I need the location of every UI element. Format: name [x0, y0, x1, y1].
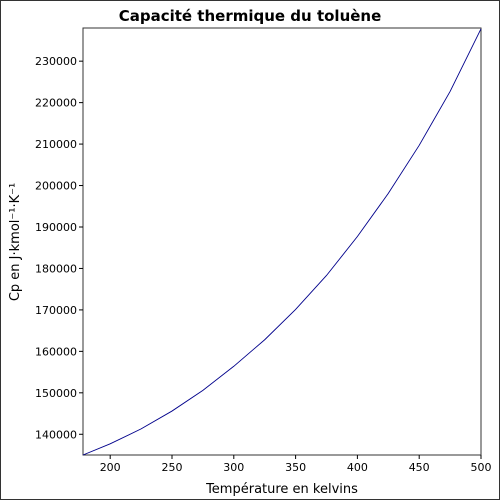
- y-axis-label: Cp en J·kmol⁻¹·K⁻¹: [8, 183, 23, 301]
- y-tick-label: 160000: [35, 345, 77, 358]
- x-tick-label: 200: [100, 461, 121, 474]
- y-tick-label: 190000: [35, 221, 77, 234]
- y-axis: 140000 150000 160000 170000 180000 190000 2000…: [35, 55, 83, 441]
- y-tick-label: 140000: [35, 428, 77, 441]
- plot-area: [82, 27, 482, 456]
- y-tick-label: 230000: [35, 55, 77, 68]
- y-tick-label: 200000: [35, 180, 77, 193]
- y-tick-label: 150000: [35, 387, 77, 400]
- x-tick-label: 350: [285, 461, 306, 474]
- y-tick-label: 210000: [35, 138, 77, 151]
- y-tick-label: 170000: [35, 304, 77, 317]
- x-tick-label: 250: [161, 461, 182, 474]
- series-line: [82, 28, 482, 456]
- x-tick-label: 500: [471, 461, 492, 474]
- x-axis-label: Température en kelvins: [205, 482, 358, 497]
- x-tick-label: 400: [347, 461, 368, 474]
- x-tick-label: 300: [223, 461, 244, 474]
- series-layer: [82, 28, 482, 456]
- chart-title: Capacité thermique du toluène: [119, 7, 382, 25]
- y-tick-label: 220000: [35, 97, 77, 110]
- x-axis: 200 250 300 350 400 450 500: [100, 455, 492, 474]
- x-tick-label: 450: [409, 461, 430, 474]
- y-tick-label: 180000: [35, 262, 77, 275]
